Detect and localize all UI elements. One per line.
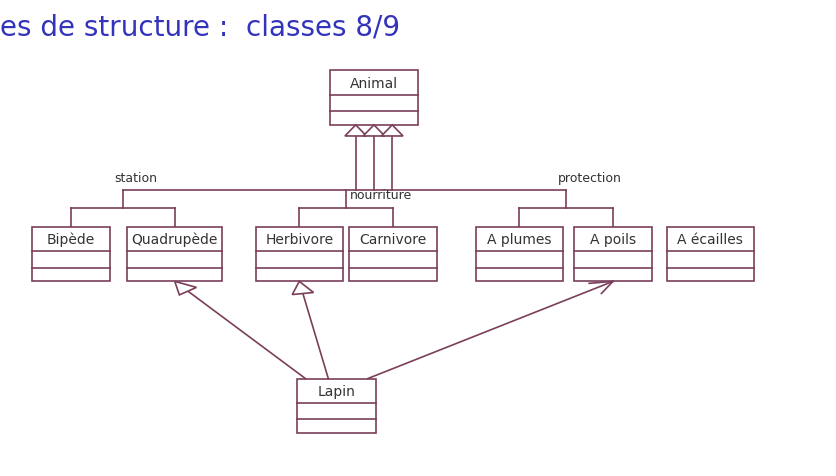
Text: nourriture: nourriture [350,188,413,201]
Text: Animal: Animal [350,77,398,90]
Polygon shape [363,126,385,137]
Text: A plumes: A plumes [487,233,552,247]
Bar [666,228,754,282]
Bar [127,228,222,282]
Text: station: station [115,172,158,185]
Text: protection: protection [558,172,622,185]
Bar [330,71,417,126]
Text: Bipède: Bipède [47,232,95,247]
Text: es de structure :  classes 8/9: es de structure : classes 8/9 [1,13,400,41]
Text: Herbivore: Herbivore [265,233,334,247]
Polygon shape [345,126,366,137]
Polygon shape [293,282,314,295]
Bar [476,228,563,282]
Polygon shape [175,282,196,295]
Bar [32,228,110,282]
Bar [349,228,436,282]
Text: A poils: A poils [590,233,636,247]
Bar [297,379,376,433]
Text: Quadrupède: Quadrupède [131,232,218,247]
Text: Carnivore: Carnivore [359,233,426,247]
Bar [573,228,652,282]
Bar [256,228,343,282]
Text: A écailles: A écailles [677,233,743,247]
Polygon shape [381,126,403,137]
Text: Lapin: Lapin [318,384,355,398]
